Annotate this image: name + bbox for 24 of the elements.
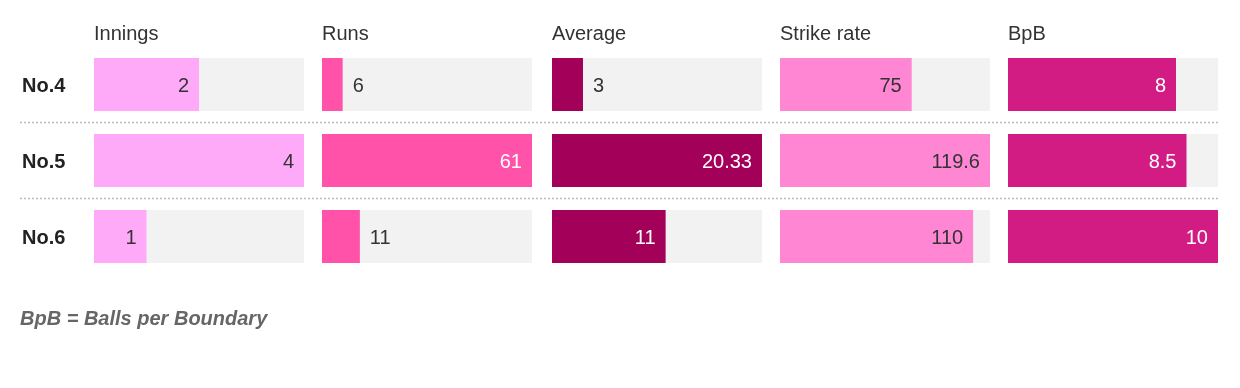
chart-title: Runs: [322, 22, 369, 44]
chart-title: BpB: [1008, 22, 1046, 44]
data-label: 11: [634, 225, 656, 248]
data-label: 119.6: [931, 149, 980, 172]
chart-title: Innings: [94, 22, 159, 44]
data-label: 10: [1185, 225, 1208, 248]
data-label: 75: [879, 73, 902, 96]
data-label: 4: [282, 149, 294, 172]
y-tick-label: No.6: [22, 225, 66, 248]
data-label: 11: [369, 225, 391, 248]
data-label: 61: [499, 149, 522, 172]
data-label: 8: [1154, 73, 1166, 96]
data-label: 20.33: [701, 149, 752, 172]
data-label: 3: [592, 73, 605, 96]
text: BpB = Balls per Boundary: [20, 307, 269, 329]
data-label: 110: [931, 225, 964, 248]
y-tick-label: No.5: [22, 149, 66, 172]
data-label: 1: [125, 225, 137, 248]
data-label: 6: [352, 73, 364, 96]
data-label: 2: [177, 73, 189, 96]
chart-title: Average: [552, 22, 627, 44]
data-label: 8.5: [1148, 149, 1177, 172]
chart-title: Strike rate: [780, 22, 872, 44]
y-tick-label: No.4: [22, 73, 67, 96]
